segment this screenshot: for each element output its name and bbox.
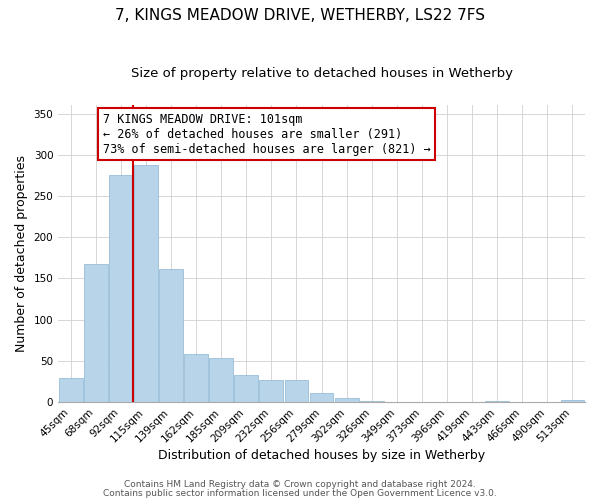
Y-axis label: Number of detached properties: Number of detached properties — [15, 156, 28, 352]
Bar — [59, 378, 83, 402]
Bar — [84, 264, 108, 402]
Text: Contains HM Land Registry data © Crown copyright and database right 2024.: Contains HM Land Registry data © Crown c… — [124, 480, 476, 489]
X-axis label: Distribution of detached houses by size in Wetherby: Distribution of detached houses by size … — [158, 450, 485, 462]
Bar — [109, 176, 133, 402]
Text: 7 KINGS MEADOW DRIVE: 101sqm
← 26% of detached houses are smaller (291)
73% of s: 7 KINGS MEADOW DRIVE: 101sqm ← 26% of de… — [103, 112, 431, 156]
Bar — [159, 268, 183, 402]
Bar — [134, 164, 158, 402]
Bar — [284, 380, 308, 402]
Text: 7, KINGS MEADOW DRIVE, WETHERBY, LS22 7FS: 7, KINGS MEADOW DRIVE, WETHERBY, LS22 7F… — [115, 8, 485, 22]
Bar — [310, 393, 334, 402]
Bar — [235, 375, 258, 402]
Bar — [259, 380, 283, 402]
Bar — [335, 398, 359, 402]
Bar — [184, 354, 208, 402]
Title: Size of property relative to detached houses in Wetherby: Size of property relative to detached ho… — [131, 68, 512, 80]
Bar — [209, 358, 233, 402]
Bar — [560, 400, 584, 402]
Text: Contains public sector information licensed under the Open Government Licence v3: Contains public sector information licen… — [103, 489, 497, 498]
